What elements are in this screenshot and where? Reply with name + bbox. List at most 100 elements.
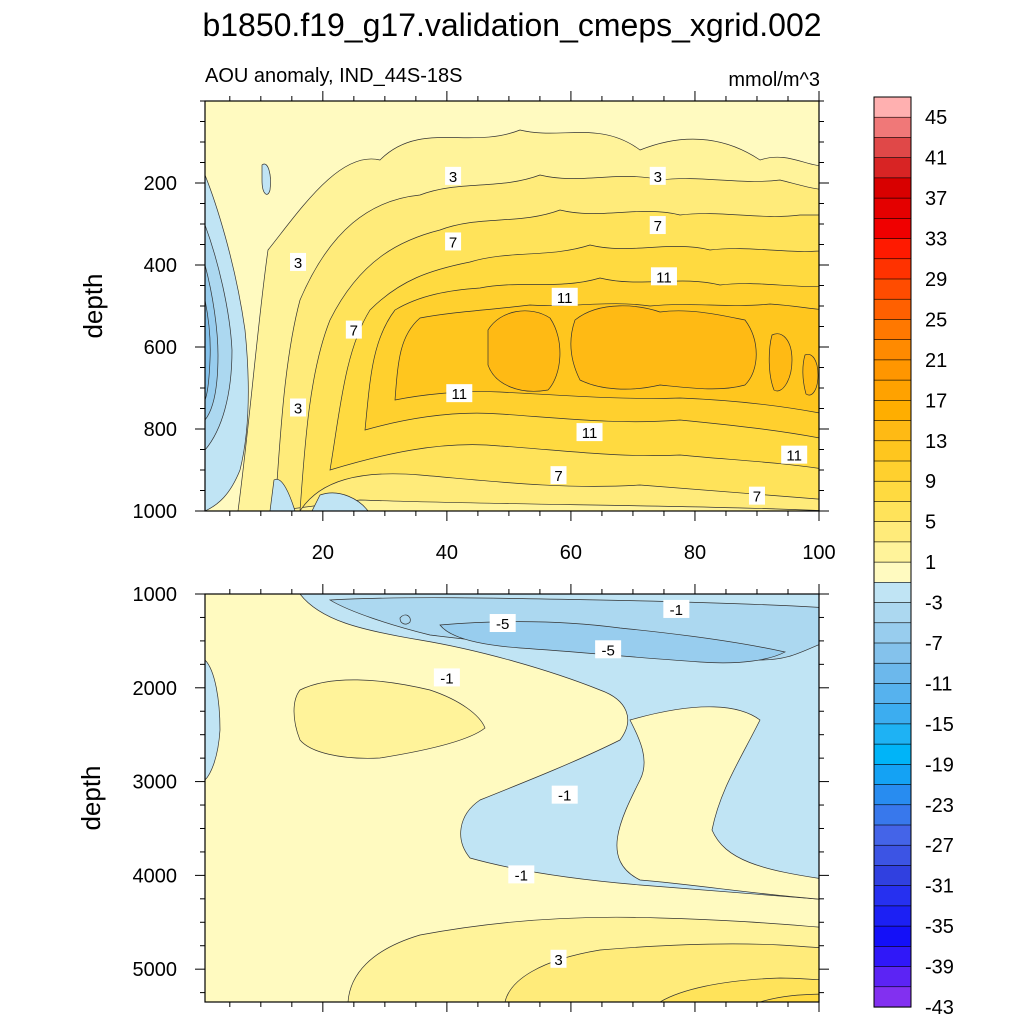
colorbar-swatch [873,197,912,219]
contour-label: 7 [649,216,666,235]
chart-title: b1850.f19_g17.validation_cmeps_xgrid.002 [202,7,821,43]
contour-label: 7 [445,232,462,251]
x-tick-label: 20 [312,542,334,564]
colorbar-swatch [873,582,912,604]
svg-text:7: 7 [753,489,761,506]
svg-text:-1: -1 [670,602,683,619]
svg-text:11: 11 [582,425,598,442]
svg-text:11: 11 [786,448,802,465]
colorbar-label: 17 [925,390,947,412]
lower-contour-labels: -1 -5 -5 -1 -1 -1 3 [433,599,690,969]
colorbar-swatch [873,116,912,139]
upper-y-ticks: 200 400 600 800 1000 [133,100,829,523]
svg-text:3: 3 [554,952,562,969]
svg-text:7: 7 [554,468,562,485]
colorbar-swatch [873,844,912,867]
colorbar-swatch [873,905,912,927]
contour-label: 11 [650,267,677,286]
svg-text:-5: -5 [496,616,509,633]
colorbar-label: 13 [925,431,947,453]
svg-text:11: 11 [656,269,672,286]
contour-label: 3 [445,166,462,186]
colorbar-swatch [873,177,912,199]
colorbar-swatch [873,622,912,644]
x-tick-label: 80 [684,542,706,564]
colorbar-label: 5 [925,512,936,534]
colorbar-label: -11 [925,673,952,695]
colorbar-label: -31 [925,876,954,898]
contour-label: 3 [290,252,307,272]
colorbar-label: -7 [925,633,943,655]
colorbar-swatch [873,359,912,381]
panel-subtitle-left: AOU anomaly, IND_44S-18S [205,65,463,87]
y-tick-label: 2000 [133,678,178,700]
colorbar-swatch [873,541,912,563]
contour-label: 11 [781,445,808,465]
colorbar-swatch [873,824,912,846]
contour-label: -1 [433,668,460,687]
x-tick-label: 100 [802,542,835,564]
colorbar-swatch [873,298,912,321]
upper-x-ticks: 20 40 60 80 100 [229,91,836,564]
y-tick-label: 400 [144,255,177,277]
y-tick-label: 800 [144,419,177,441]
x-tick-label: 40 [436,542,458,564]
contour-label: 7 [550,466,567,485]
colorbar-label: -19 [925,754,954,776]
svg-text:3: 3 [294,401,302,418]
contour-label: 11 [551,287,578,307]
svg-text:-5: -5 [601,642,614,659]
svg-text:-1: -1 [558,788,571,805]
colorbar-swatch [873,339,912,361]
colorbar-label: -15 [925,714,954,736]
colorbar-label: 1 [925,552,936,574]
contour-label: 11 [576,423,603,442]
colorbar-swatch [873,986,912,1008]
lower-x-ticks [229,584,820,1012]
colorbar-swatch [873,703,912,725]
svg-text:3: 3 [449,169,457,186]
colorbar-label: -3 [925,593,943,615]
svg-text:7: 7 [449,234,457,251]
svg-text:11: 11 [451,386,467,403]
contour-label: 7 [345,320,362,340]
colorbar-swatch [873,157,912,179]
colorbar-label: 29 [925,269,947,291]
x-tick-label: 60 [560,542,582,564]
colorbar-swatch [873,804,912,826]
colorbar-swatch [873,400,912,422]
colorbar: 45 41 37 33 29 25 21 17 13 9 5 1 -3 -7 -11 -15 -19 -23 -27… [873,96,954,1019]
colorbar-swatch [873,319,912,341]
colorbar-label: 25 [925,309,947,331]
colorbar-swatch [873,379,912,401]
panel-subtitle-units: mmol/m^3 [728,69,820,91]
colorbar-swatch [873,885,912,907]
lower-contour-fill [205,594,819,1002]
y-tick-label: 1000 [133,501,178,523]
colorbar-swatch [873,501,912,523]
colorbar-label: -43 [925,997,954,1019]
lower-y-ticks: 1000 2000 3000 4000 5000 [133,584,829,994]
colorbar-swatch [873,683,912,705]
y-tick-label: 1000 [133,584,178,606]
contour-label: -5 [489,614,516,633]
colorbar-label: -39 [925,957,954,979]
y-tick-label: 4000 [133,865,178,887]
colorbar-swatch [873,723,912,745]
colorbar-label: 45 [925,107,947,129]
colorbar-swatch [873,137,912,159]
lower-panel: 1000 2000 3000 4000 5000 -1 -5 -5 -1 -1 -1 3 depth [76,584,829,1012]
upper-contour-fill [205,101,819,511]
colorbar-label: 21 [925,350,947,372]
svg-text:3: 3 [654,169,662,186]
colorbar-swatch [873,238,912,260]
svg-text:-1: -1 [440,670,453,687]
colorbar-swatch [873,561,912,583]
colorbar-swatch [873,218,912,240]
lower-y-axis-label: depth [76,765,106,830]
colorbar-swatch [873,440,912,462]
contour-label: -1 [508,865,535,884]
colorbar-swatch [873,258,912,280]
colorbar-label: -23 [925,795,954,817]
colorbar-swatch [873,602,912,624]
